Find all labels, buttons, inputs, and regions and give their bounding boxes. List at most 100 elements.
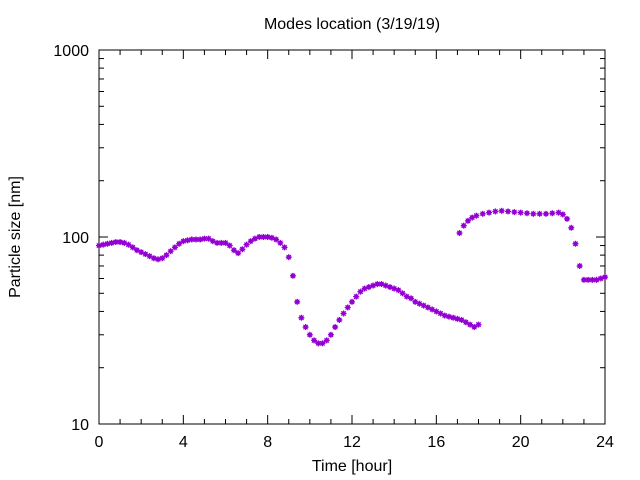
data-point (163, 252, 170, 259)
data-point (243, 241, 250, 248)
data-point (180, 238, 187, 245)
data-point (298, 314, 305, 321)
data-point (230, 247, 237, 254)
data-point (281, 244, 288, 251)
data-point (112, 239, 119, 246)
data-point (218, 239, 225, 246)
data-point (214, 239, 221, 246)
data-point (167, 248, 174, 255)
data-point (150, 255, 157, 262)
data-point (184, 237, 191, 244)
y-tick-label: 10 (71, 417, 89, 434)
data-point (361, 285, 368, 292)
data-point (96, 242, 102, 249)
data-point (395, 287, 402, 294)
data-point (602, 274, 608, 281)
data-point (349, 298, 355, 305)
data-point (536, 210, 543, 217)
data-point (568, 224, 575, 231)
x-tick-labels: 0 4 8 12 16 20 24 (95, 434, 614, 451)
x-tick-label: 16 (427, 434, 445, 451)
data-point (108, 239, 115, 246)
data-point (445, 313, 452, 320)
data-point (353, 293, 360, 300)
data-point (576, 262, 583, 269)
data-point (197, 236, 204, 243)
data-point (597, 275, 604, 282)
data-point (399, 290, 406, 297)
tick-marks (98, 49, 606, 425)
data-point (277, 239, 284, 246)
plot-frame (98, 49, 606, 425)
data-point (589, 276, 596, 283)
x-axis-label: Time [hour] (312, 458, 392, 475)
data-point (104, 240, 111, 247)
y-tick-label: 100 (62, 230, 89, 247)
x-tick-label: 4 (179, 434, 188, 451)
data-point (171, 244, 178, 251)
data-point (205, 235, 212, 242)
data-point (467, 321, 474, 328)
x-tick-label: 8 (263, 434, 272, 451)
data-point (471, 324, 478, 331)
data-point (473, 212, 480, 219)
data-point (523, 210, 530, 217)
x-tick-label: 12 (343, 434, 361, 451)
data-point (226, 242, 233, 249)
data-point (416, 300, 423, 307)
data-point (319, 340, 326, 347)
data-point (302, 324, 309, 331)
data-point (129, 244, 136, 251)
data-point (456, 230, 463, 237)
data-point (201, 235, 208, 242)
data-point (239, 246, 246, 253)
data-point (256, 234, 263, 240)
data-point (311, 337, 318, 344)
x-tick-label: 20 (512, 434, 530, 451)
data-point (458, 316, 465, 323)
data-point (462, 319, 469, 326)
data-point (327, 331, 334, 338)
data-point (549, 210, 556, 217)
y-tick-labels: 10 100 1000 (53, 43, 89, 434)
data-point (450, 314, 457, 321)
data-point (247, 238, 254, 245)
data-point (357, 288, 364, 295)
data-point (332, 324, 339, 331)
y-tick-label: 1000 (53, 43, 89, 60)
data-point (273, 236, 280, 243)
data-point (530, 210, 537, 217)
data-point (559, 211, 566, 218)
data-point (340, 310, 347, 317)
data-point (564, 215, 571, 222)
chart-title: Modes location (3/19/19) (264, 16, 440, 33)
data-point (117, 239, 124, 246)
data-point (222, 239, 229, 246)
data-point (155, 256, 162, 263)
data-point (159, 255, 166, 262)
data-point (100, 241, 107, 248)
data-point (408, 295, 415, 302)
y-axis-label: Particle size [nm] (7, 176, 24, 298)
data-point (498, 207, 505, 214)
data-point (294, 298, 301, 305)
data-point (306, 331, 313, 338)
data-point (323, 337, 330, 344)
data-point (176, 240, 183, 247)
data-point (344, 304, 351, 311)
data-point (285, 254, 292, 261)
data-point (542, 210, 549, 217)
data-point (235, 250, 242, 257)
data-point (479, 210, 486, 217)
data-point (264, 234, 271, 240)
data-point (125, 241, 132, 248)
data-point (511, 209, 518, 216)
data-point (505, 208, 512, 215)
axes (98, 49, 606, 425)
data-point (572, 240, 579, 247)
data-point (492, 208, 499, 215)
data-point (336, 316, 343, 323)
data-point (464, 217, 471, 224)
data-point (475, 321, 482, 328)
